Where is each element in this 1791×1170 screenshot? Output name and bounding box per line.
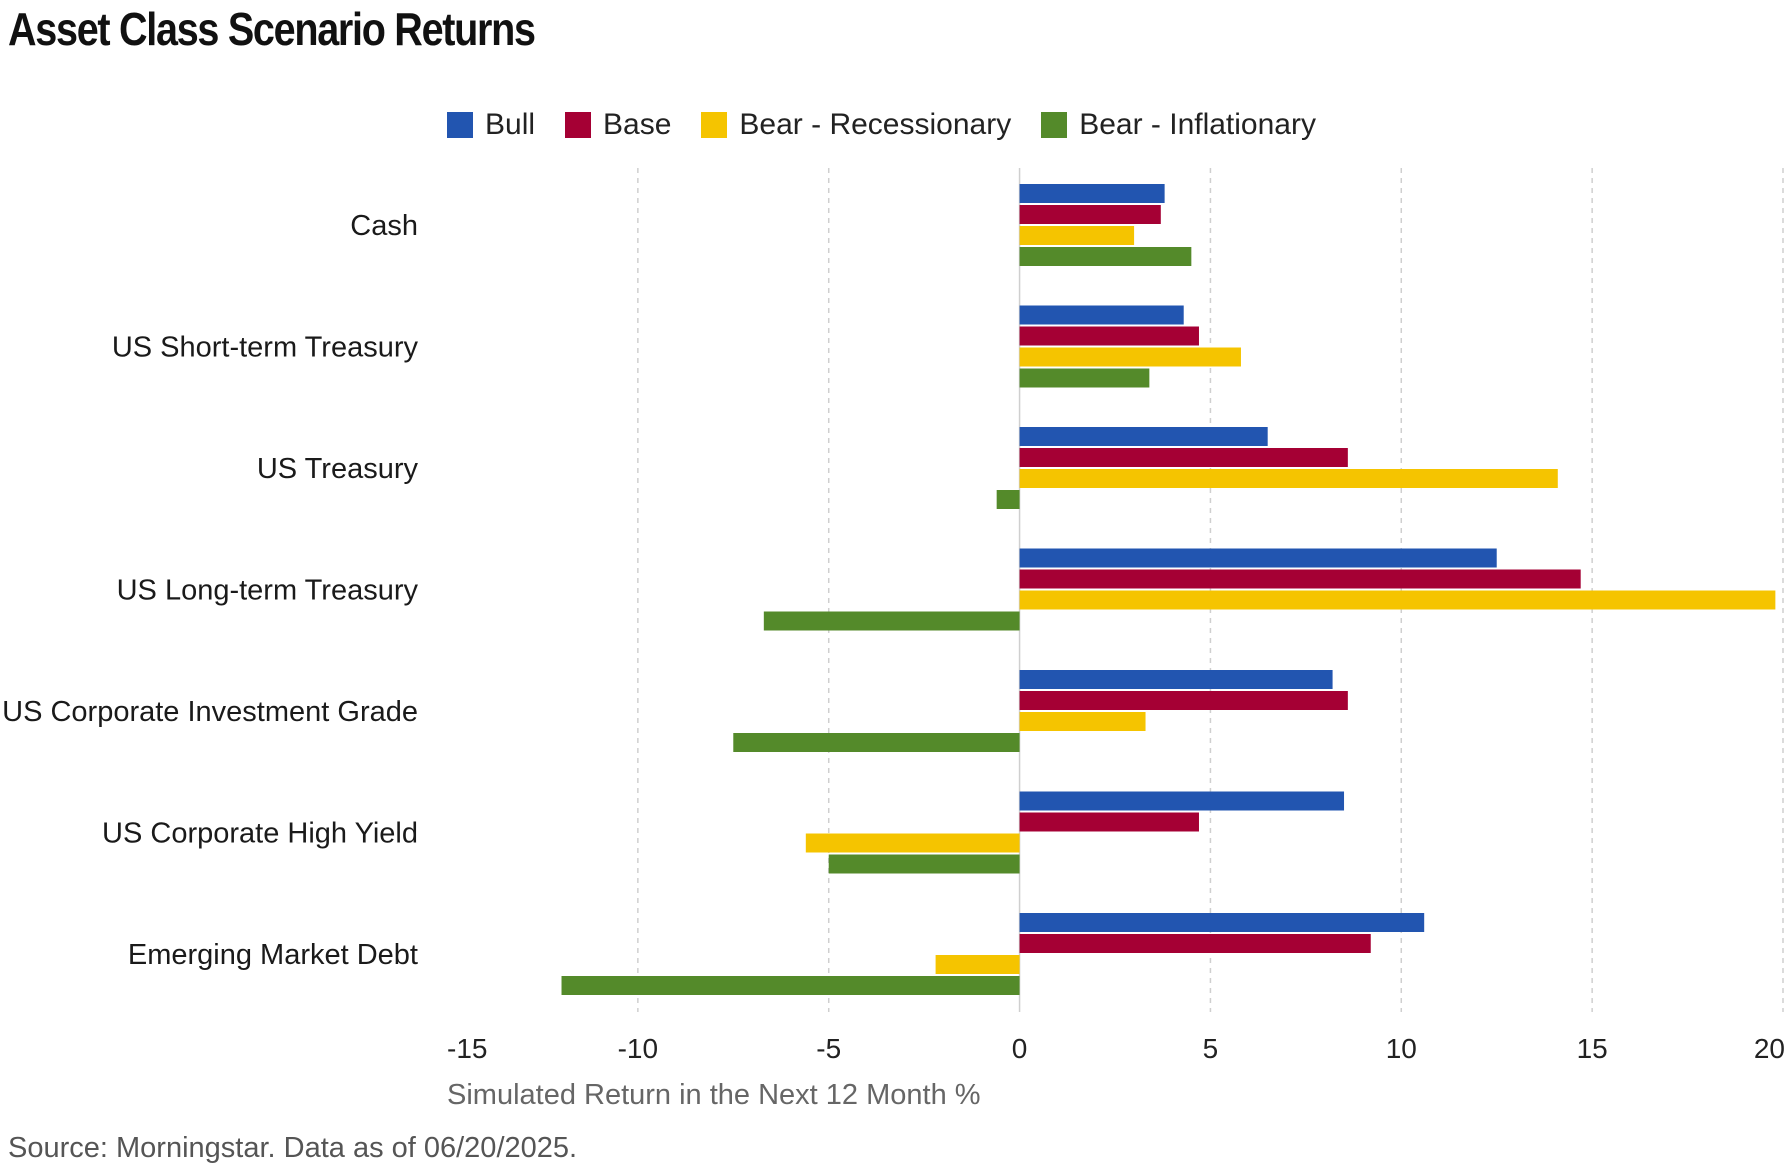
legend-item-bear-inflationary: Bear - Inflationary [1041,108,1316,142]
category-label-us-corporate-high-yield: US Corporate High Yield [102,818,418,850]
gridlines [637,168,1784,1012]
bar-us-corporate-investment-grade-bear-recessionary [1019,712,1146,731]
category-label-us-short-term-treasury: US Short-term Treasury [112,332,419,364]
legend-label-base: Base [603,108,672,141]
bar-us-long-term-treasury-bull [1019,548,1497,568]
x-tick-label: 5 [1203,1033,1219,1064]
legend-label-bear-inflationary: Bear - Inflationary [1079,108,1316,141]
bar-us-corporate-high-yield-base [1019,812,1199,832]
category-label-us-corporate-investment-grade: US Corporate Investment Grade [2,696,418,728]
category-label-us-treasury: US Treasury [257,453,419,485]
x-tick-label: -10 [618,1033,658,1064]
category-label-emerging-market-debt: Emerging Market Debt [128,939,418,971]
bar-emerging-market-debt-bull [1019,913,1425,932]
category-label-cash: Cash [350,210,418,242]
bar-emerging-market-debt-bear-inflationary [561,976,1020,995]
x-tick-label: 10 [1386,1033,1417,1064]
bar-cash-bear-recessionary [1019,226,1135,245]
x-tick-label: -5 [816,1033,841,1064]
bars [561,184,1776,995]
x-axis-label: Simulated Return in the Next 12 Month % [447,1079,981,1111]
bar-cash-bear-inflationary [1019,247,1192,266]
legend: Bull Base Bear - Recessionary Bear - Inf… [447,108,1346,142]
category-labels: Cash US Short-term Treasury US Treasury US … [2,210,418,971]
category-label-us-long-term-treasury: US Long-term Treasury [117,575,419,607]
legend-swatch-bear-recessionary [701,112,728,138]
bar-us-treasury-base [1019,448,1348,467]
legend-label-bull: Bull [485,108,536,141]
x-tick-label: 20 [1754,1033,1785,1064]
x-tick-label: -15 [447,1033,487,1064]
x-tick-label: 0 [1012,1033,1028,1064]
bar-us-short-term-treasury-bull [1019,305,1184,325]
bar-chart: Cash US Short-term Treasury US Treasury US … [2,168,1785,1111]
legend-item-base: Base [565,108,671,142]
bar-us-short-term-treasury-bear-inflationary [1019,368,1150,388]
bar-us-corporate-investment-grade-bull [1019,670,1333,689]
legend-swatch-bull [447,112,473,138]
x-tick-label: 15 [1577,1033,1608,1064]
chart-title: Asset Class Scenario Returns [8,3,536,55]
bar-us-corporate-investment-grade-base [1019,691,1348,710]
legend-swatch-base [565,112,592,138]
legend-item-bull: Bull [447,108,535,142]
legend-label-bear-recessionary: Bear - Recessionary [739,108,1012,141]
bar-us-corporate-high-yield-bull [1019,791,1345,811]
bar-us-corporate-high-yield-bear-recessionary [805,833,1020,853]
legend-swatch-bear-inflationary [1041,112,1068,138]
bar-emerging-market-debt-base [1019,934,1371,953]
bar-cash-bull [1019,184,1165,203]
bar-us-treasury-bear-inflationary [996,490,1020,509]
bar-us-long-term-treasury-bear-recessionary [1019,590,1776,610]
bar-us-short-term-treasury-bear-recessionary [1019,347,1241,367]
bar-us-short-term-treasury-base [1019,326,1199,346]
legend-item-bear-recessionary: Bear - Recessionary [701,108,1011,142]
bar-us-corporate-high-yield-bear-inflationary [828,854,1020,874]
bar-us-treasury-bear-recessionary [1019,469,1558,488]
bar-us-long-term-treasury-base [1019,569,1581,589]
bar-us-treasury-bull [1019,427,1268,446]
bar-us-long-term-treasury-bear-inflationary [763,611,1020,631]
bar-us-corporate-investment-grade-bear-inflationary [733,733,1020,752]
bar-emerging-market-debt-bear-recessionary [935,955,1020,974]
x-tick-labels: -15 -10 -5 0 5 10 15 20 [447,1033,1785,1064]
source-note: Source: Morningstar. Data as of 06/20/20… [8,1132,578,1164]
bar-cash-base [1019,205,1161,224]
